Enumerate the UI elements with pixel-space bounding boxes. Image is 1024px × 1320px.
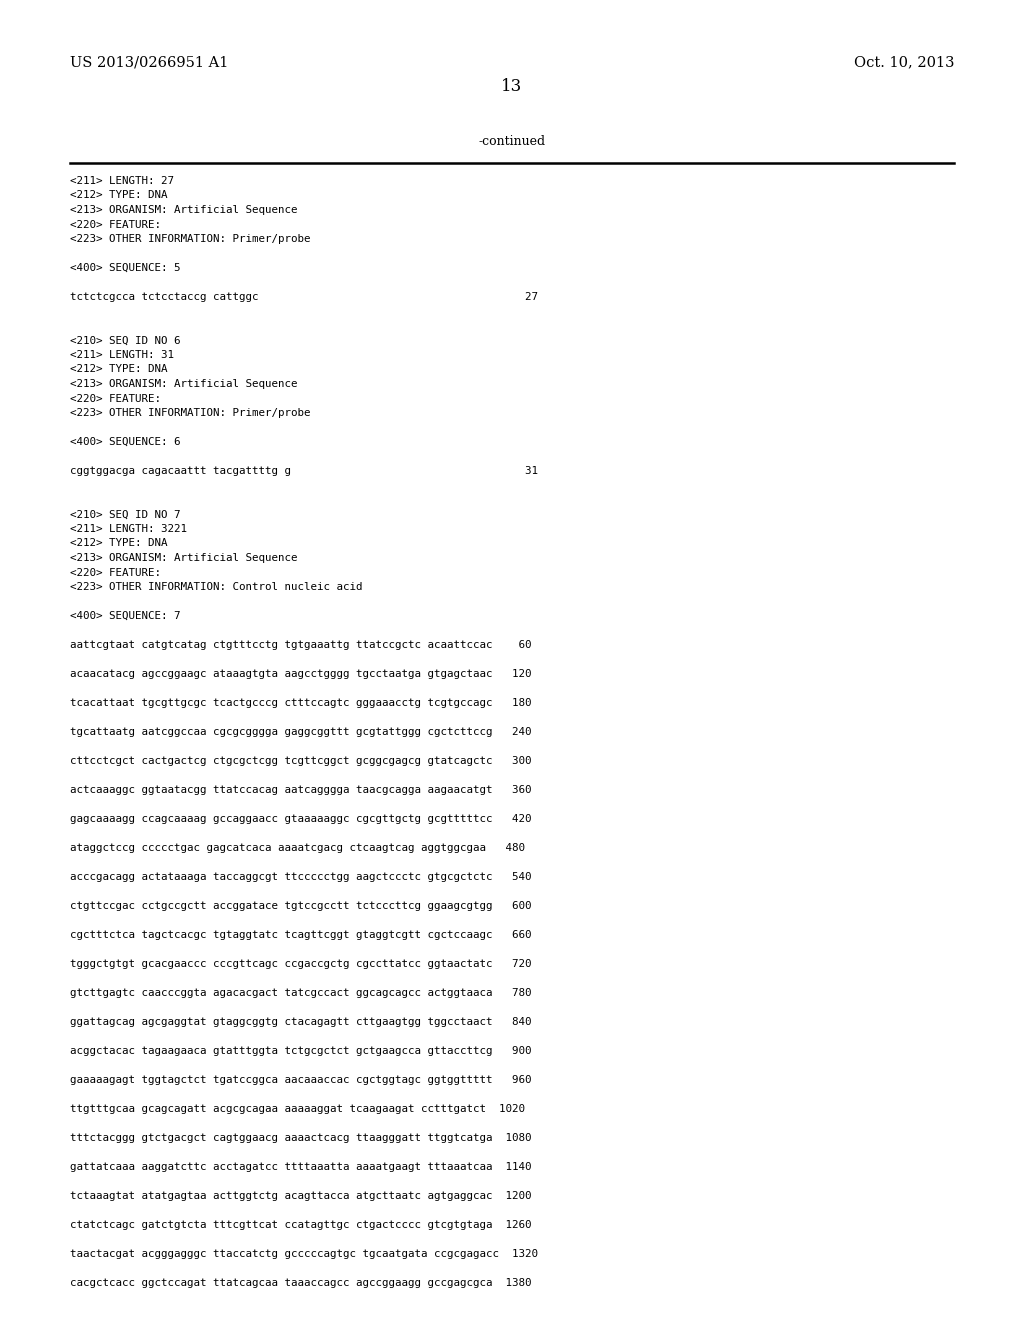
Text: <210> SEQ ID NO 6: <210> SEQ ID NO 6 (70, 335, 180, 346)
Text: ctatctcagc gatctgtcta tttcgttcat ccatagttgc ctgactcccc gtcgtgtaga  1260: ctatctcagc gatctgtcta tttcgttcat ccatagt… (70, 1220, 531, 1230)
Text: <212> TYPE: DNA: <212> TYPE: DNA (70, 364, 167, 375)
Text: taactacgat acgggagggc ttaccatctg gcccccagtgc tgcaatgata ccgcgagacc  1320: taactacgat acgggagggc ttaccatctg gccccca… (70, 1249, 538, 1259)
Text: <400> SEQUENCE: 7: <400> SEQUENCE: 7 (70, 611, 180, 620)
Text: cttcctcgct cactgactcg ctgcgctcgg tcgttcggct gcggcgagcg gtatcagctc   300: cttcctcgct cactgactcg ctgcgctcgg tcgttcg… (70, 756, 531, 766)
Text: acggctacac tagaagaaca gtatttggta tctgcgctct gctgaagcca gttaccttcg   900: acggctacac tagaagaaca gtatttggta tctgcgc… (70, 1045, 531, 1056)
Text: acaacatacg agccggaagc ataaagtgta aagcctgggg tgcctaatga gtgagctaac   120: acaacatacg agccggaagc ataaagtgta aagcctg… (70, 669, 531, 678)
Text: ctgttccgac cctgccgctt accggatace tgtccgcctt tctcccttcg ggaagcgtgg   600: ctgttccgac cctgccgctt accggatace tgtccgc… (70, 902, 531, 911)
Text: tcacattaat tgcgttgcgc tcactgcccg ctttccagtc gggaaacctg tcgtgccagc   180: tcacattaat tgcgttgcgc tcactgcccg ctttcca… (70, 698, 531, 708)
Text: tgggctgtgt gcacgaaccc cccgttcagc ccgaccgctg cgccttatcc ggtaactatc   720: tgggctgtgt gcacgaaccc cccgttcagc ccgaccg… (70, 960, 531, 969)
Text: <223> OTHER INFORMATION: Primer/probe: <223> OTHER INFORMATION: Primer/probe (70, 234, 310, 244)
Text: <220> FEATURE:: <220> FEATURE: (70, 568, 161, 578)
Text: 13: 13 (502, 78, 522, 95)
Text: <211> LENGTH: 3221: <211> LENGTH: 3221 (70, 524, 186, 535)
Text: cacgctcacc ggctccagat ttatcagcaa taaaccagcc agccggaagg gccgagcgca  1380: cacgctcacc ggctccagat ttatcagcaa taaacca… (70, 1278, 531, 1288)
Text: <211> LENGTH: 27: <211> LENGTH: 27 (70, 176, 174, 186)
Text: gaaaaagagt tggtagctct tgatccggca aacaaaccac cgctggtagc ggtggttttt   960: gaaaaagagt tggtagctct tgatccggca aacaaac… (70, 1074, 531, 1085)
Text: gtcttgagtc caacccggta agacacgact tatcgccact ggcagcagcc actggtaaca   780: gtcttgagtc caacccggta agacacgact tatcgcc… (70, 987, 531, 998)
Text: actcaaaggc ggtaatacgg ttatccacag aatcagggga taacgcagga aagaacatgt   360: actcaaaggc ggtaatacgg ttatccacag aatcagg… (70, 785, 531, 795)
Text: <223> OTHER INFORMATION: Primer/probe: <223> OTHER INFORMATION: Primer/probe (70, 408, 310, 418)
Text: <220> FEATURE:: <220> FEATURE: (70, 393, 161, 404)
Text: tttctacggg gtctgacgct cagtggaacg aaaactcacg ttaagggatt ttggtcatga  1080: tttctacggg gtctgacgct cagtggaacg aaaactc… (70, 1133, 531, 1143)
Text: <213> ORGANISM: Artificial Sequence: <213> ORGANISM: Artificial Sequence (70, 379, 297, 389)
Text: <220> FEATURE:: <220> FEATURE: (70, 219, 161, 230)
Text: acccgacagg actataaaga taccaggcgt ttccccctgg aagctccctc gtgcgctctc   540: acccgacagg actataaaga taccaggcgt ttccccc… (70, 873, 531, 882)
Text: aattcgtaat catgtcatag ctgtttcctg tgtgaaattg ttatccgctc acaattccac    60: aattcgtaat catgtcatag ctgtttcctg tgtgaaa… (70, 640, 531, 649)
Text: tgcattaatg aatcggccaa cgcgcgggga gaggcggttt gcgtattggg cgctcttccg   240: tgcattaatg aatcggccaa cgcgcgggga gaggcgg… (70, 727, 531, 737)
Text: tctctcgcca tctcctaccg cattggc                                         27: tctctcgcca tctcctaccg cattggc 27 (70, 292, 538, 302)
Text: <400> SEQUENCE: 6: <400> SEQUENCE: 6 (70, 437, 180, 447)
Text: tctaaagtat atatgagtaa acttggtctg acagttacca atgcttaatc agtgaggcac  1200: tctaaagtat atatgagtaa acttggtctg acagtta… (70, 1191, 531, 1201)
Text: <211> LENGTH: 31: <211> LENGTH: 31 (70, 350, 174, 360)
Text: cggtggacga cagacaattt tacgattttg g                                    31: cggtggacga cagacaattt tacgattttg g 31 (70, 466, 538, 477)
Text: cgctttctca tagctcacgc tgtaggtatc tcagttcggt gtaggtcgtt cgctccaagc   660: cgctttctca tagctcacgc tgtaggtatc tcagttc… (70, 931, 531, 940)
Text: ttgtttgcaa gcagcagatt acgcgcagaa aaaaaggat tcaagaagat cctttgatct  1020: ttgtttgcaa gcagcagatt acgcgcagaa aaaaagg… (70, 1104, 524, 1114)
Text: <212> TYPE: DNA: <212> TYPE: DNA (70, 539, 167, 549)
Text: gattatcaaa aaggatcttc acctagatcc ttttaaatta aaaatgaagt tttaaatcaa  1140: gattatcaaa aaggatcttc acctagatcc ttttaaa… (70, 1162, 531, 1172)
Text: <213> ORGANISM: Artificial Sequence: <213> ORGANISM: Artificial Sequence (70, 553, 297, 564)
Text: <400> SEQUENCE: 5: <400> SEQUENCE: 5 (70, 263, 180, 273)
Text: ggattagcag agcgaggtat gtaggcggtg ctacagagtt cttgaagtgg tggcctaact   840: ggattagcag agcgaggtat gtaggcggtg ctacaga… (70, 1016, 531, 1027)
Text: <210> SEQ ID NO 7: <210> SEQ ID NO 7 (70, 510, 180, 520)
Text: <213> ORGANISM: Artificial Sequence: <213> ORGANISM: Artificial Sequence (70, 205, 297, 215)
Text: Oct. 10, 2013: Oct. 10, 2013 (854, 55, 954, 69)
Text: ataggctccg ccccctgac gagcatcaca aaaatcgacg ctcaagtcag aggtggcgaa   480: ataggctccg ccccctgac gagcatcaca aaaatcga… (70, 843, 524, 853)
Text: US 2013/0266951 A1: US 2013/0266951 A1 (70, 55, 228, 69)
Text: <223> OTHER INFORMATION: Control nucleic acid: <223> OTHER INFORMATION: Control nucleic… (70, 582, 362, 591)
Text: gagcaaaagg ccagcaaaag gccaggaacc gtaaaaaggc cgcgttgctg gcgtttttcc   420: gagcaaaagg ccagcaaaag gccaggaacc gtaaaaa… (70, 814, 531, 824)
Text: -continued: -continued (478, 135, 546, 148)
Text: <212> TYPE: DNA: <212> TYPE: DNA (70, 190, 167, 201)
